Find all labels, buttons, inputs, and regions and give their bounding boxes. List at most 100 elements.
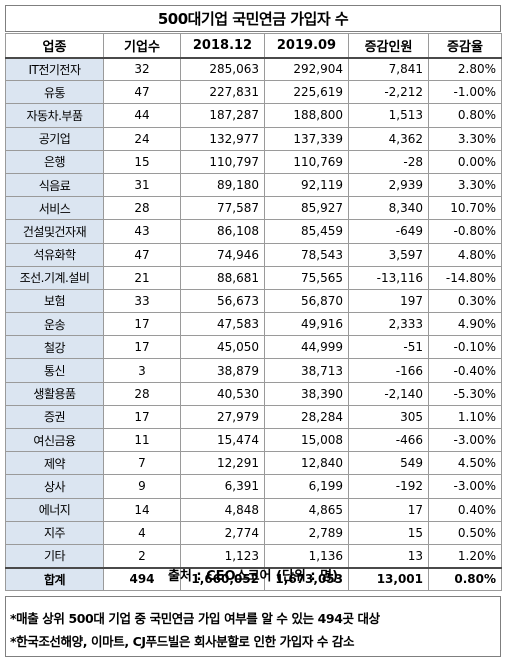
cell-change-rate: 1.10% <box>428 404 502 430</box>
source-note: 출처 : CEO스코어 (단위 : 명) <box>167 569 339 584</box>
cell-change-count: 197 <box>348 288 429 314</box>
cell-change-rate: 0.80% <box>428 103 502 128</box>
table-row: 건설및건자재 43 86,108 85,459 -649 -0.80% <box>5 219 502 244</box>
cell-company-count: 44 <box>103 103 181 128</box>
cell-2018-12: 227,831 <box>180 80 265 105</box>
cell-company-count: 7 <box>103 451 181 476</box>
pension-table: 업종 기업수 2018.12 2019.09 증감인원 증감율 IT전기전자 32… <box>5 33 502 592</box>
cell-change-count: -51 <box>348 335 429 360</box>
cell-change-count: -192 <box>348 474 429 499</box>
cell-2018-12: 45,050 <box>180 335 265 360</box>
total-row: 합계 494 1,660,052 1,673,053 13,001 0.80% <box>5 566 502 592</box>
table-body: IT전기전자 32 285,063 292,904 7,841 2.80% 유통 47 227,… <box>5 56 502 592</box>
cell-industry: 지주 <box>5 520 104 545</box>
cell-change-rate: 4.50% <box>428 451 502 476</box>
cell-industry: 생활용품 <box>5 381 104 406</box>
cell-change-count: 8,340 <box>348 196 429 221</box>
cell-2019-09: 15,008 <box>264 427 349 453</box>
cell-2019-09: 137,339 <box>264 126 349 151</box>
cell-industry: 보험 <box>5 288 104 314</box>
cell-2019-09: 38,390 <box>264 381 349 406</box>
table-row: 철강 17 45,050 44,999 -51 -0.10% <box>5 335 502 360</box>
cell-change-count: 1,513 <box>348 103 429 128</box>
cell-change-rate: -3.00% <box>428 474 502 499</box>
table-row: 식음료 31 89,180 92,119 2,939 3.30% <box>5 172 502 198</box>
cell-industry: IT전기전자 <box>5 56 104 82</box>
table-row: 생활용품 28 40,530 38,390 -2,140 -5.30% <box>5 381 502 406</box>
cell-2018-12: 56,673 <box>180 288 265 314</box>
cell-2019-09: 44,999 <box>264 335 349 360</box>
cell-industry: 유통 <box>5 80 104 105</box>
cell-industry: 제약 <box>5 451 104 476</box>
cell-change-count: 17 <box>348 497 429 522</box>
cell-change-count: -28 <box>348 149 429 174</box>
cell-change-count: 15 <box>348 520 429 545</box>
cell-change-count: 7,841 <box>348 56 429 82</box>
table-row: IT전기전자 32 285,063 292,904 7,841 2.80% <box>5 56 502 82</box>
cell-company-count: 28 <box>103 381 181 406</box>
cell-industry: 공기업 <box>5 126 104 151</box>
cell-change-rate: -5.30% <box>428 381 502 406</box>
cell-change-rate: 4.80% <box>428 242 502 267</box>
cell-change-count: -2,212 <box>348 80 429 105</box>
cell-2019-09: 12,840 <box>264 451 349 476</box>
cell-2018-12: 1,123 <box>180 543 265 569</box>
cell-2019-09: 292,904 <box>264 56 349 82</box>
cell-2018-12: 6,391 <box>180 474 265 499</box>
table-row: 보험 33 56,673 56,870 197 0.30% <box>5 288 502 314</box>
cell-change-count: 4,362 <box>348 126 429 151</box>
header-2018-12: 2018.12 <box>180 33 265 59</box>
table-row: 자동차.부품 44 187,287 188,800 1,513 0.80% <box>5 103 502 128</box>
cell-2019-09: 1,673,053 <box>264 566 349 592</box>
cell-company-count: 9 <box>103 474 181 499</box>
cell-industry: 식음료 <box>5 172 104 198</box>
table-row: 서비스 28 77,587 85,927 8,340 10.70% <box>5 196 502 221</box>
cell-company-count: 43 <box>103 219 181 244</box>
cell-2019-09: 85,927 <box>264 196 349 221</box>
cell-industry: 합계 <box>5 566 104 592</box>
cell-2019-09: 38,713 <box>264 358 349 383</box>
cell-change-count: 549 <box>348 451 429 476</box>
cell-change-count: -13,116 <box>348 265 429 290</box>
cell-2019-09: 6,199 <box>264 474 349 499</box>
cell-change-rate: 3.30% <box>428 126 502 151</box>
header-company-count: 기업수 <box>103 33 181 59</box>
cell-industry: 상사 <box>5 474 104 499</box>
cell-2018-12: 88,681 <box>180 265 265 290</box>
cell-industry: 증권 <box>5 404 104 430</box>
cell-industry: 에너지 <box>5 497 104 522</box>
cell-2019-09: 110,769 <box>264 149 349 174</box>
cell-industry: 석유화학 <box>5 242 104 267</box>
cell-company-count: 33 <box>103 288 181 314</box>
footnote: *한국조선해양, 이마트, CJ푸드빌은 회사분할로 인한 가입자 수 감소 <box>10 634 355 649</box>
cell-2019-09: 78,543 <box>264 242 349 267</box>
cell-2019-09: 28,284 <box>264 404 349 430</box>
cell-2019-09: 188,800 <box>264 103 349 128</box>
header-change-rate: 증감율 <box>428 33 502 59</box>
cell-2018-12: 47,583 <box>180 312 265 337</box>
cell-2018-12: 15,474 <box>180 427 265 453</box>
table-row: 은행 15 110,797 110,769 -28 0.00% <box>5 149 502 174</box>
cell-change-count: -649 <box>348 219 429 244</box>
cell-company-count: 47 <box>103 242 181 267</box>
cell-company-count: 17 <box>103 335 181 360</box>
cell-2019-09: 1,136 <box>264 543 349 569</box>
cell-change-count: 305 <box>348 404 429 430</box>
cell-change-rate: 0.50% <box>428 520 502 545</box>
cell-2019-09: 75,565 <box>264 265 349 290</box>
cell-change-rate: 0.40% <box>428 497 502 522</box>
footnote: *매출 상위 500대 기업 중 국민연금 가입 여부를 알 수 있는 494곳… <box>10 611 380 626</box>
cell-industry: 운송 <box>5 312 104 337</box>
cell-company-count: 21 <box>103 265 181 290</box>
cell-company-count: 47 <box>103 80 181 105</box>
cell-company-count: 24 <box>103 126 181 151</box>
cell-change-rate: 10.70% <box>428 196 502 221</box>
cell-2018-12: 27,979 <box>180 404 265 430</box>
cell-company-count: 15 <box>103 149 181 174</box>
header-industry: 업종 <box>5 33 104 59</box>
cell-2019-09: 49,916 <box>264 312 349 337</box>
cell-2018-12: 132,977 <box>180 126 265 151</box>
header-row: 업종 기업수 2018.12 2019.09 증감인원 증감율 <box>5 33 502 59</box>
cell-change-rate: -3.00% <box>428 427 502 453</box>
cell-industry: 건설및건자재 <box>5 219 104 244</box>
